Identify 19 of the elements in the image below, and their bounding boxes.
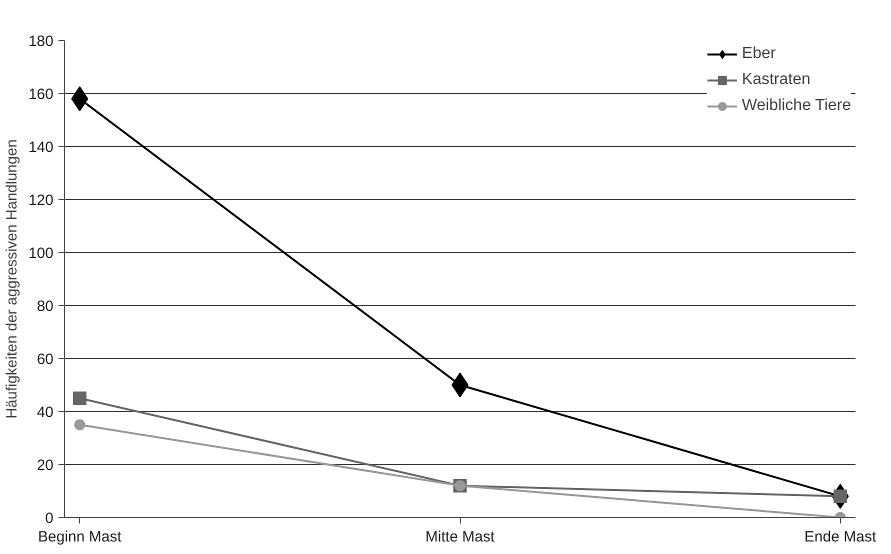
y-tick-label: 60 xyxy=(36,351,54,368)
y-tick-label: 100 xyxy=(28,245,54,262)
y-tick-label: 40 xyxy=(36,404,54,421)
legend-label: Eber xyxy=(742,45,776,63)
point xyxy=(74,419,86,430)
y-tick-label: 80 xyxy=(36,298,54,315)
x-tick-label: Beginn Mast xyxy=(38,528,122,546)
x-tick-label: Mitte Mast xyxy=(425,528,496,546)
y-axis-title: Häufigkeiten der aggressiven Handlungen xyxy=(3,139,20,419)
y-tick-label: 160 xyxy=(28,86,54,103)
y-tick-label: 120 xyxy=(28,192,54,209)
x-tick-label: Ende Mast xyxy=(804,528,877,546)
y-tick-label: 0 xyxy=(45,510,54,527)
y-tick-label: 20 xyxy=(36,457,54,474)
y-tick-label: 180 xyxy=(28,33,54,50)
legend-label: Kastraten xyxy=(742,71,810,89)
y-tick-label: 140 xyxy=(28,139,54,156)
point xyxy=(72,392,86,405)
legend-label: Weibliche Tiere xyxy=(742,97,851,115)
